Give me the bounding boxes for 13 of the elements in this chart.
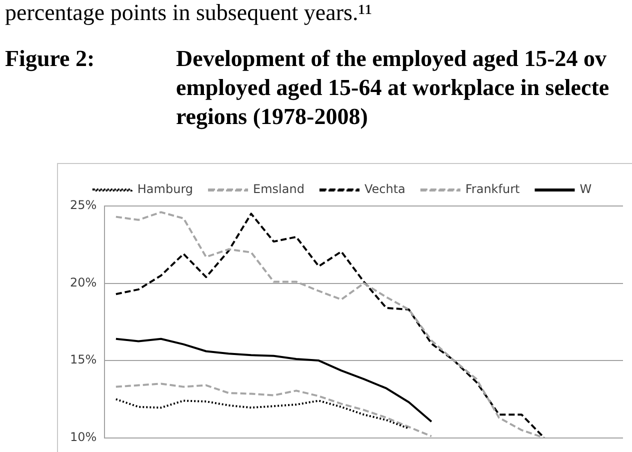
legend-label: Hamburg: [137, 182, 194, 196]
y-tick-label: 25%: [70, 198, 97, 212]
y-tick-label: 15%: [70, 352, 97, 367]
legend-label: Vechta: [364, 182, 406, 196]
y-tick-label: 20%: [70, 275, 97, 290]
chart-subtitle: Figure 2:: [5, 45, 95, 73]
text: percentage points in subsequent years.¹¹: [5, 0, 372, 26]
legend-label: W: [580, 182, 592, 196]
legend-label: Emsland: [253, 182, 304, 196]
chart-title: Development of the employed aged 15-24 ov employed aged 15-64 at workplace in selecte regions (1978-2008): [176, 45, 610, 131]
y-tick-label: 10%: [70, 430, 97, 444]
line-series: [114, 398, 410, 430]
legend-label: Frankfurt: [465, 182, 520, 196]
